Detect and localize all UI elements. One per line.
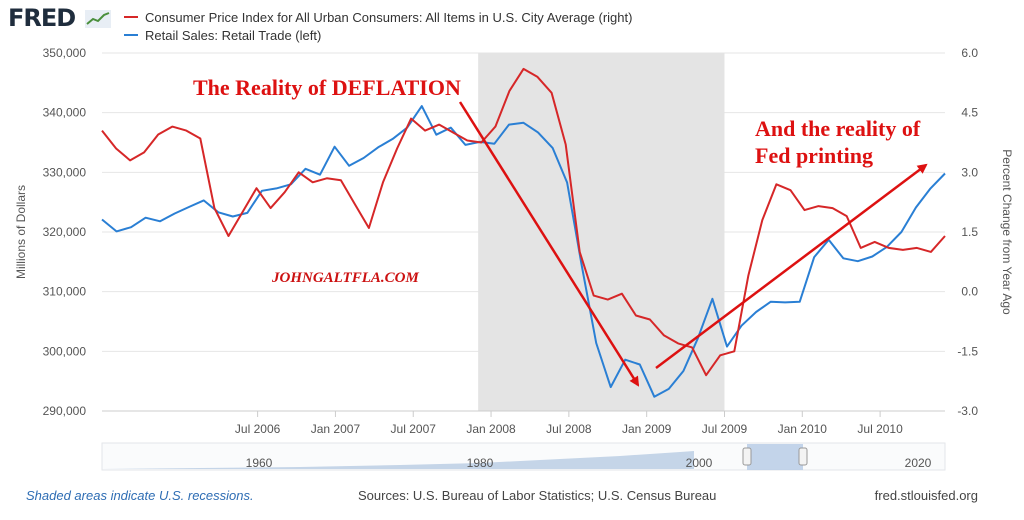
x-tick-label: Jan 2010 xyxy=(778,422,828,436)
left-tick-label: 320,000 xyxy=(43,225,87,239)
x-tick-label: Jul 2008 xyxy=(546,422,592,436)
fred-url[interactable]: fred.stlouisfed.org xyxy=(874,488,978,503)
deflation-arrow xyxy=(458,101,640,387)
legend-label-cpi: Consumer Price Index for All Urban Consu… xyxy=(145,9,633,25)
navigator-label-2000: 2000 xyxy=(686,456,713,470)
left-tick-label: 310,000 xyxy=(43,285,87,299)
recession-shading xyxy=(478,53,725,411)
legend-item-cpi[interactable]: Consumer Price Index for All Urban Consu… xyxy=(124,8,632,26)
right-tick-label: 3.0 xyxy=(961,165,978,179)
right-tick-label: 0.0 xyxy=(961,285,978,299)
navigator-selection[interactable] xyxy=(747,444,803,470)
right-tick-label: -3.0 xyxy=(957,404,978,418)
left-tick-label: 300,000 xyxy=(43,344,87,358)
navigator-label-1960: 1960 xyxy=(246,456,273,470)
navigator-handle-left[interactable] xyxy=(742,447,752,466)
sources-note: Sources: U.S. Bureau of Labor Statistics… xyxy=(358,488,717,503)
x-tick-label: Jul 2007 xyxy=(391,422,437,436)
navigator-handle-right[interactable] xyxy=(798,447,808,466)
fed-annotation-line1: And the reality of xyxy=(755,116,921,141)
chart-legend: Consumer Price Index for All Urban Consu… xyxy=(124,8,632,44)
fed-annotation-line2: Fed printing xyxy=(755,143,873,168)
right-tick-label: 4.5 xyxy=(961,106,978,120)
recession-note: Shaded areas indicate U.S. recessions. xyxy=(26,488,254,503)
left-tick-label: 330,000 xyxy=(43,165,87,179)
legend-item-retail[interactable]: Retail Sales: Retail Trade (left) xyxy=(124,26,632,44)
fred-logo-text: FRED xyxy=(8,4,76,32)
left-axis-title: Millions of Dollars xyxy=(14,185,28,279)
fred-logo[interactable]: FRED xyxy=(8,4,111,32)
x-tick-label: Jan 2007 xyxy=(311,422,361,436)
legend-swatch-retail xyxy=(124,34,138,36)
legend-label-retail: Retail Sales: Retail Trade (left) xyxy=(145,27,322,43)
deflation-annotation: The Reality of DEFLATION xyxy=(193,75,461,100)
navigator-label-2020: 2020 xyxy=(905,456,932,470)
x-tick-label: Jul 2010 xyxy=(857,422,903,436)
fred-logo-graph-icon xyxy=(84,10,111,28)
legend-swatch-cpi xyxy=(124,16,138,18)
left-tick-label: 290,000 xyxy=(43,404,87,418)
left-tick-label: 350,000 xyxy=(43,46,87,60)
x-tick-label: Jan 2008 xyxy=(466,422,516,436)
right-tick-label: -1.5 xyxy=(957,344,978,358)
cpi-line[interactable] xyxy=(101,67,946,377)
right-tick-label: 1.5 xyxy=(961,225,978,239)
right-axis-title: Percent Change from Year Ago xyxy=(1000,149,1014,315)
x-tick-label: Jan 2009 xyxy=(622,422,672,436)
left-tick-label: 340,000 xyxy=(43,106,87,120)
navigator-label-1980: 1980 xyxy=(467,456,494,470)
x-tick-label: Jul 2006 xyxy=(235,422,281,436)
navigator-area xyxy=(102,451,694,469)
x-tick-label: Jul 2009 xyxy=(702,422,748,436)
watermark-text: JOHNGALTFLA.COM xyxy=(271,270,419,286)
right-tick-label: 6.0 xyxy=(961,46,978,60)
range-navigator[interactable]: 1960 1980 2000 2020 xyxy=(101,442,946,471)
fed-printing-arrow xyxy=(655,163,928,369)
